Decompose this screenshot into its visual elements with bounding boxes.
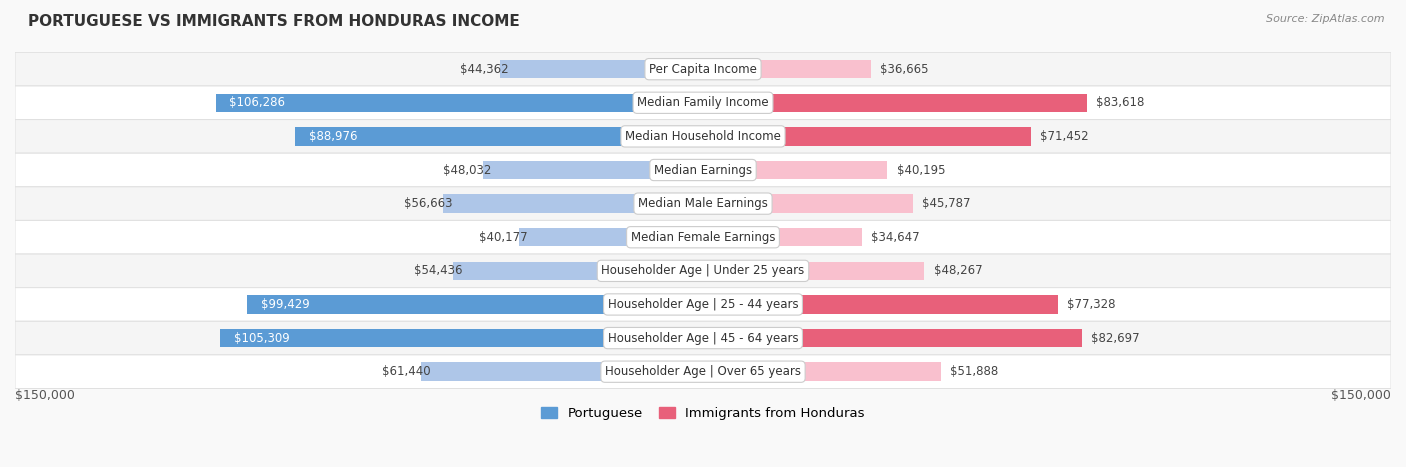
Bar [703, 60, 872, 78]
FancyBboxPatch shape [15, 321, 1391, 355]
Bar [422, 362, 703, 381]
Bar [703, 362, 941, 381]
Bar [703, 161, 887, 179]
Text: $34,647: $34,647 [872, 231, 920, 244]
Bar [453, 262, 703, 280]
Text: $44,362: $44,362 [460, 63, 509, 76]
Text: $40,195: $40,195 [897, 163, 945, 177]
Text: $54,436: $54,436 [413, 264, 463, 277]
Text: Householder Age | Under 25 years: Householder Age | Under 25 years [602, 264, 804, 277]
FancyBboxPatch shape [15, 355, 1391, 389]
Text: $45,787: $45,787 [922, 197, 970, 210]
FancyBboxPatch shape [15, 187, 1391, 220]
Text: Per Capita Income: Per Capita Income [650, 63, 756, 76]
Text: $48,267: $48,267 [934, 264, 983, 277]
Bar [703, 194, 912, 213]
Text: $99,429: $99,429 [260, 298, 309, 311]
Text: $77,328: $77,328 [1067, 298, 1115, 311]
Text: $71,452: $71,452 [1040, 130, 1088, 143]
Text: $150,000: $150,000 [1331, 389, 1391, 402]
Text: Source: ZipAtlas.com: Source: ZipAtlas.com [1267, 14, 1385, 24]
Bar [215, 93, 703, 112]
FancyBboxPatch shape [15, 220, 1391, 254]
Text: Median Female Earnings: Median Female Earnings [631, 231, 775, 244]
FancyBboxPatch shape [15, 254, 1391, 288]
Text: $40,177: $40,177 [479, 231, 527, 244]
Text: Median Family Income: Median Family Income [637, 96, 769, 109]
Text: $48,032: $48,032 [443, 163, 492, 177]
Legend: Portuguese, Immigrants from Honduras: Portuguese, Immigrants from Honduras [536, 402, 870, 425]
Text: $51,888: $51,888 [950, 365, 998, 378]
Bar [703, 295, 1057, 314]
Text: Median Household Income: Median Household Income [626, 130, 780, 143]
Bar [703, 228, 862, 247]
FancyBboxPatch shape [15, 120, 1391, 153]
Text: $105,309: $105,309 [233, 332, 290, 345]
Text: Householder Age | 45 - 64 years: Householder Age | 45 - 64 years [607, 332, 799, 345]
Bar [703, 93, 1087, 112]
Text: Median Male Earnings: Median Male Earnings [638, 197, 768, 210]
Text: Householder Age | Over 65 years: Householder Age | Over 65 years [605, 365, 801, 378]
Text: $36,665: $36,665 [880, 63, 929, 76]
Bar [519, 228, 703, 247]
Bar [703, 127, 1031, 146]
Text: $150,000: $150,000 [15, 389, 75, 402]
FancyBboxPatch shape [15, 288, 1391, 321]
Text: PORTUGUESE VS IMMIGRANTS FROM HONDURAS INCOME: PORTUGUESE VS IMMIGRANTS FROM HONDURAS I… [28, 14, 520, 29]
FancyBboxPatch shape [15, 86, 1391, 120]
FancyBboxPatch shape [15, 52, 1391, 86]
Text: $56,663: $56,663 [404, 197, 453, 210]
Bar [703, 262, 924, 280]
Bar [247, 295, 703, 314]
Text: $61,440: $61,440 [382, 365, 430, 378]
Bar [443, 194, 703, 213]
Text: $88,976: $88,976 [309, 130, 357, 143]
Bar [482, 161, 703, 179]
Text: $106,286: $106,286 [229, 96, 285, 109]
FancyBboxPatch shape [15, 153, 1391, 187]
Bar [295, 127, 703, 146]
Bar [499, 60, 703, 78]
Text: $83,618: $83,618 [1095, 96, 1144, 109]
Bar [703, 329, 1083, 347]
Bar [219, 329, 703, 347]
Text: Householder Age | 25 - 44 years: Householder Age | 25 - 44 years [607, 298, 799, 311]
Text: Median Earnings: Median Earnings [654, 163, 752, 177]
Text: $82,697: $82,697 [1091, 332, 1140, 345]
